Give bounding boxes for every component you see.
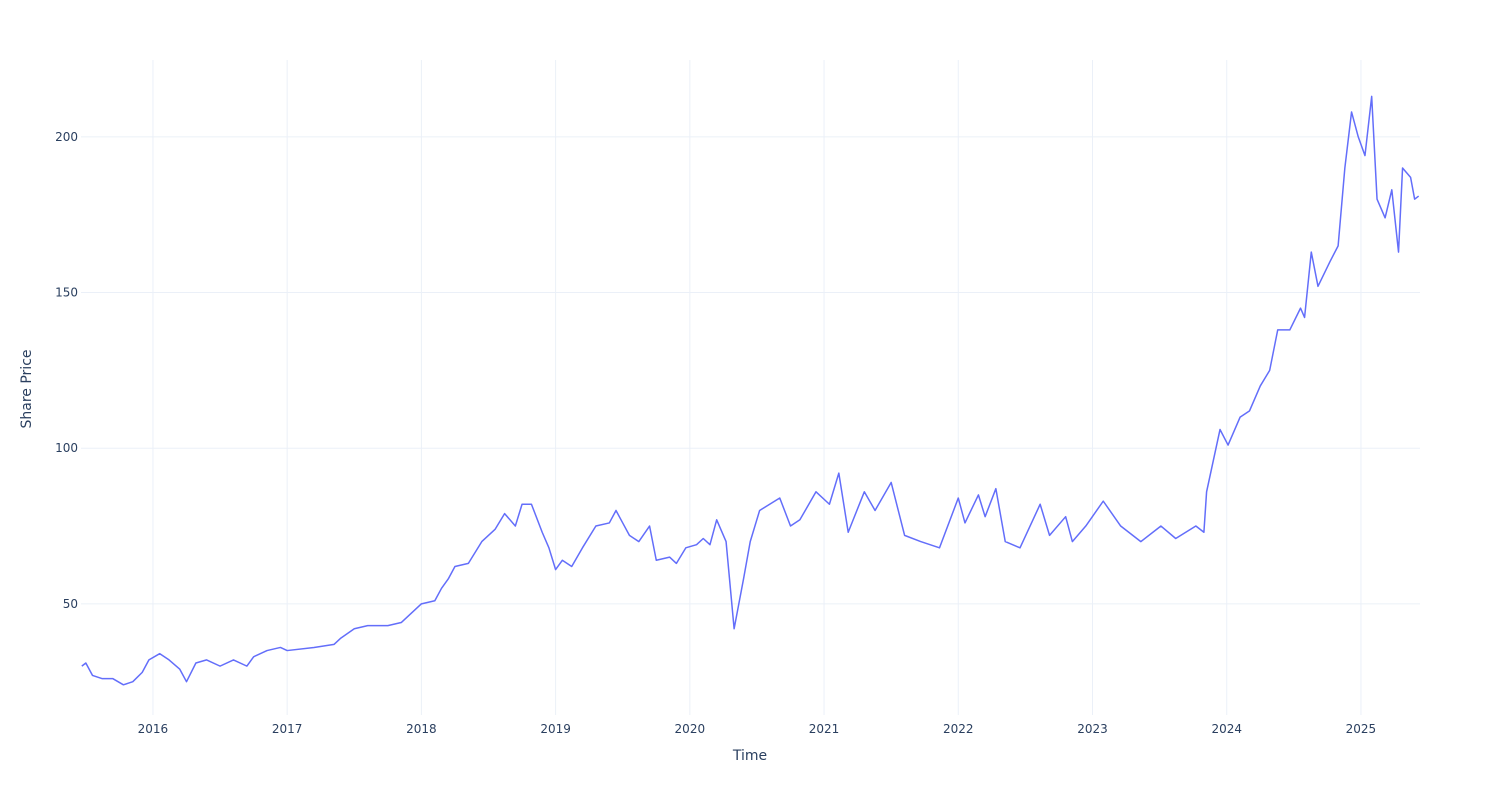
x-tick-label: 2023	[1077, 722, 1108, 736]
x-tick-label: 2018	[406, 722, 437, 736]
x-tick-label: 2020	[675, 722, 706, 736]
x-tick-label: 2017	[272, 722, 303, 736]
x-tick-label: 2021	[809, 722, 840, 736]
x-tick-label: 2016	[138, 722, 169, 736]
x-tick-label: 2019	[540, 722, 571, 736]
price-line	[81, 95, 1420, 686]
y-tick-label: 150	[55, 286, 78, 300]
y-tick-label: 100	[55, 441, 78, 455]
x-axis-title: Time	[732, 748, 767, 764]
grid	[81, 60, 1420, 715]
x-tick-label: 2025	[1346, 722, 1377, 736]
x-tick-label: 2024	[1211, 722, 1242, 736]
y-axis-title: Share Price	[19, 349, 35, 428]
y-tick-label: 50	[63, 597, 78, 611]
y-tick-label: 200	[55, 130, 78, 144]
x-tick-label: 2022	[943, 722, 974, 736]
